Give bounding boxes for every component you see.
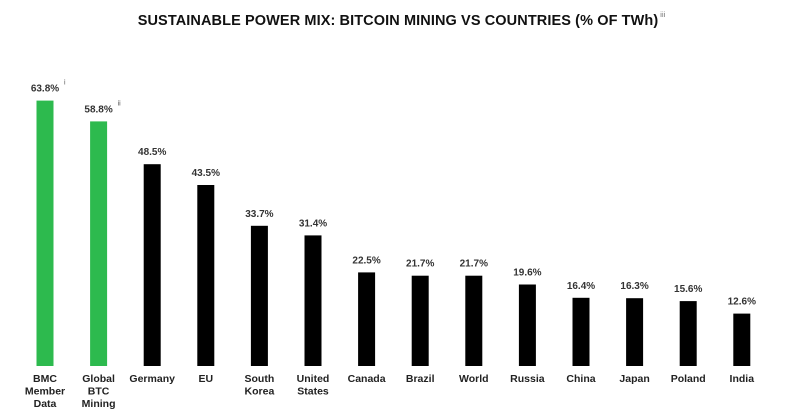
bar-group: 15.6% Poland [671,284,706,385]
bar [36,100,54,366]
bar [143,164,161,366]
category-label: BMC [33,373,57,385]
category-label: Brazil [406,373,435,385]
bar-group: 48.5% Germany [129,147,175,385]
bar-group: 12.6% India [728,297,756,385]
bar [465,275,483,366]
value-label: 22.5% [352,255,380,266]
bar-group: 21.7% World [459,259,489,385]
category-label: Poland [671,373,706,385]
value-label: 16.4% [567,281,595,292]
bar [626,298,644,366]
value-label: 31.4% [299,218,327,229]
bar-group: 22.5% Canada [348,255,386,385]
category-label: States [297,386,329,398]
value-label: 63.8% [31,84,59,95]
bar [90,121,108,367]
bar [304,235,322,366]
bar [411,275,429,366]
value-label: 12.6% [728,297,756,308]
category-label: China [566,373,595,385]
bar [518,284,536,366]
category-label: Data [34,398,57,410]
category-label: Global [82,373,115,385]
chart-title: SUSTAINABLE POWER MIX: BITCOIN MINING VS… [0,12,803,29]
bar-group: 43.5% EU [192,168,220,385]
category-label: BTC [88,386,110,398]
category-label: Russia [510,373,545,385]
bar [197,185,215,366]
value-label: 21.7% [406,259,434,270]
value-label: 15.6% [674,284,702,295]
chart-title-text: SUSTAINABLE POWER MIX: BITCOIN MINING VS… [137,13,659,29]
chart-title-note: iii [660,12,666,19]
category-label: Mining [82,398,116,410]
value-label: 21.7% [460,259,488,270]
bar [679,301,697,366]
category-label: South [245,373,275,385]
bar-group: 16.4% China [566,281,595,385]
bar [572,297,590,366]
bar-group: 16.3% Japan [619,281,649,385]
footnote-marker: i [64,80,66,87]
bar-group: 21.7% Brazil [406,259,435,385]
bar [358,272,376,366]
bar [733,313,751,366]
category-label: EU [199,373,214,385]
category-label: United [297,373,330,385]
value-label: 33.7% [245,209,273,220]
category-label: Korea [245,386,275,398]
category-label: Japan [619,373,649,385]
category-label: Canada [348,373,386,385]
value-label: 43.5% [192,168,220,179]
category-label: India [730,373,755,385]
category-label: World [459,373,489,385]
category-label: Germany [129,373,175,385]
bar [250,225,268,366]
category-label: Member [25,386,65,398]
value-label: 48.5% [138,147,166,158]
value-label: 58.8% [84,104,112,115]
footnote-marker: ii [118,100,122,107]
value-label: 19.6% [513,268,541,279]
value-label: 16.3% [620,281,648,292]
bar-group: 19.6% Russia [510,268,545,386]
